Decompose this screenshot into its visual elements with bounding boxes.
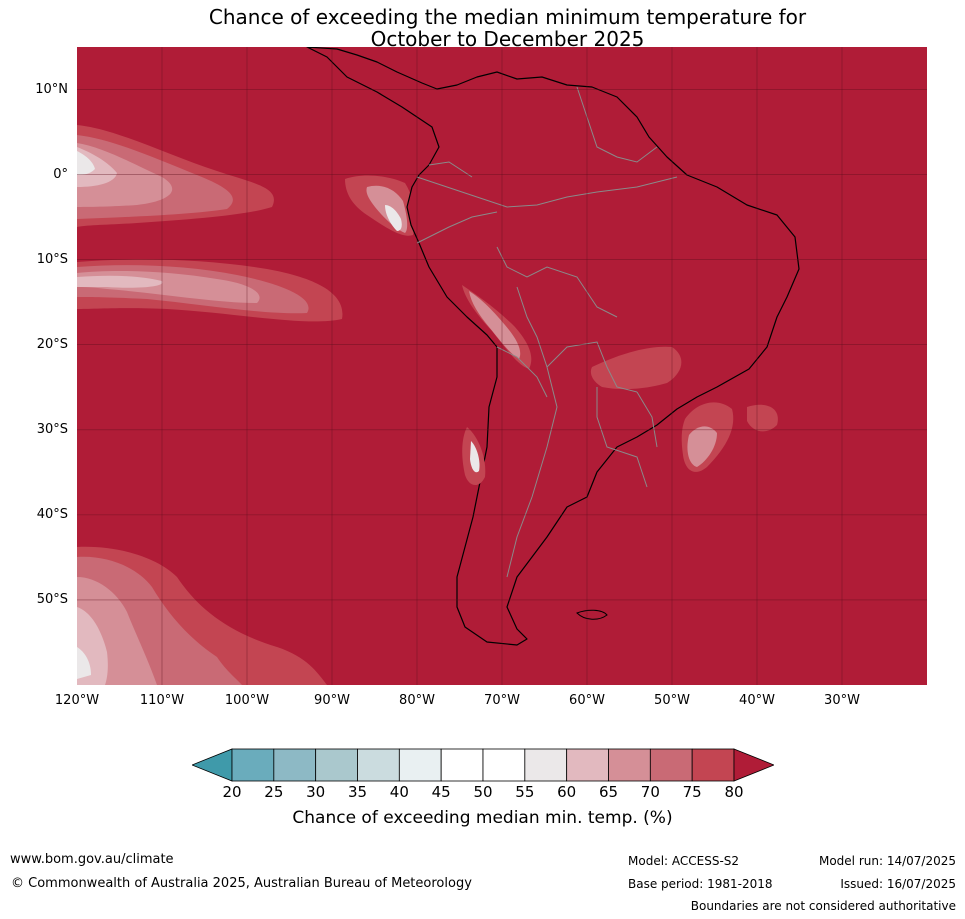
probability-map [77, 47, 927, 685]
colorbar-segment [608, 748, 651, 782]
longitude-label: 100°W [224, 693, 270, 708]
longitude-label: 50°W [654, 693, 690, 708]
land-anomaly-patches [462, 285, 778, 486]
graticule [77, 47, 927, 685]
colorbar-tick-label: 40 [389, 783, 409, 801]
boundary-disclaimer: Boundaries are not considered authoritat… [690, 899, 956, 913]
colorbar [192, 748, 774, 782]
latitude-label: 10°S [36, 251, 68, 267]
colorbar-tick-label: 75 [682, 783, 702, 801]
longitude-label: 60°W [569, 693, 605, 708]
colorbar-extend-low [192, 748, 233, 782]
colorbar-segment [691, 748, 735, 782]
south-america-land [306, 47, 800, 646]
colorbar-segment [649, 748, 693, 782]
longitude-label: 110°W [139, 693, 185, 708]
colorbar-tick-label: 80 [724, 783, 744, 801]
colorbar-tick-label: 20 [222, 783, 242, 801]
colorbar-tick-label: 60 [557, 783, 577, 801]
longitude-label: 80°W [399, 693, 435, 708]
south-pacific-anomaly [77, 546, 327, 685]
colorbar-segment [231, 748, 275, 782]
pacific-equatorial-anomaly [77, 125, 415, 322]
colorbar-tick-label: 35 [347, 783, 368, 801]
colorbar-label: Chance of exceeding median min. temp. (%… [292, 808, 673, 828]
colorbar-segment [357, 748, 400, 782]
latitude-label: 10°N [35, 81, 68, 97]
longitude-label: 120°W [54, 693, 100, 708]
longitude-label: 90°W [314, 693, 350, 708]
longitude-label: 40°W [739, 693, 775, 708]
longitude-label: 30°W [824, 693, 860, 708]
latitude-label: 0° [53, 166, 68, 182]
latitude-label: 20°S [36, 336, 68, 352]
source-url: www.bom.gov.au/climate [10, 852, 174, 867]
issued-date: Issued: 16/07/2025 [840, 877, 956, 891]
latitude-label: 40°S [36, 506, 68, 522]
latitude-label: 30°S [36, 421, 68, 437]
colorbar-segment [566, 748, 609, 782]
copyright-notice: © Commonwealth of Australia 2025, Austra… [11, 876, 472, 891]
map-title-line1: Chance of exceeding the median minimum t… [208, 5, 807, 29]
map-title-line2: October to December 2025 [370, 27, 645, 51]
model-name: Model: ACCESS-S2 [628, 854, 740, 868]
latitude-label: 50°S [36, 591, 68, 607]
colorbar-tick-label: 30 [306, 783, 326, 801]
colorbar-segment [315, 748, 358, 782]
country-boundaries [416, 86, 678, 578]
colorbar-tick-label: 55 [515, 783, 535, 801]
colorbar-tick-label: 70 [640, 783, 660, 801]
colorbar-extend-high [733, 748, 774, 782]
colorbar-tick-label: 65 [598, 783, 619, 801]
colorbar-tick-label: 45 [431, 783, 451, 801]
longitude-label: 70°W [484, 693, 520, 708]
colorbar-tick-label: 50 [473, 783, 493, 801]
colorbar-segment [524, 748, 568, 782]
falkland-islands [576, 609, 608, 620]
colorbar-segment [482, 748, 526, 782]
colorbar-segment [273, 748, 317, 782]
colorbar-segment [440, 748, 484, 782]
model-run-date: Model run: 14/07/2025 [818, 854, 956, 868]
colorbar-tick-label: 25 [264, 783, 284, 801]
base-period: Base period: 1981-2018 [628, 877, 773, 891]
colorbar-segment [398, 748, 442, 782]
